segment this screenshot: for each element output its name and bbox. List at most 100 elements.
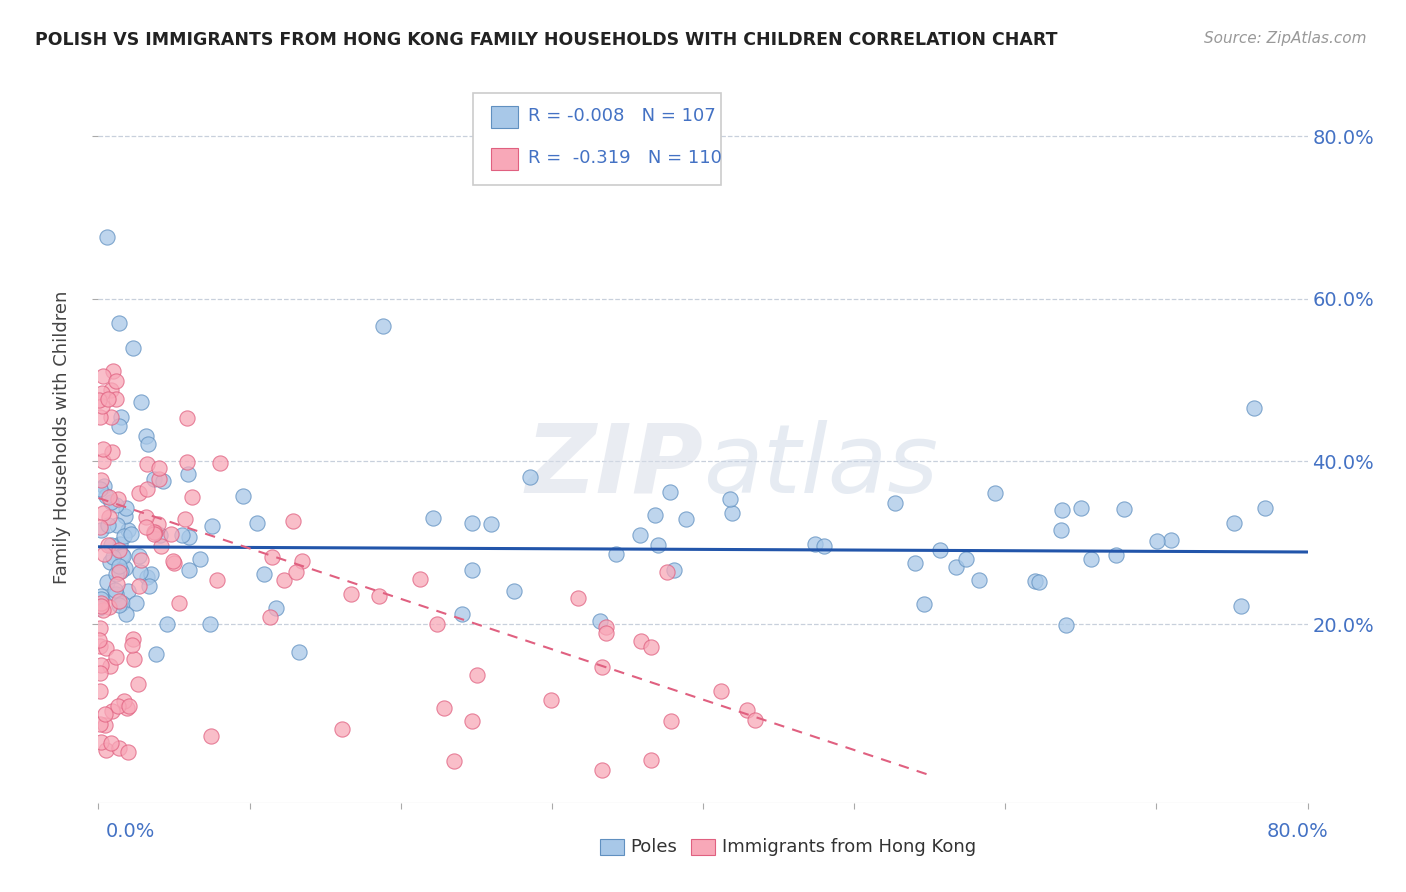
Point	[114, 560, 136, 574]
Point	[1050, 523, 1073, 537]
Point	[640, 640, 662, 654]
Point	[129, 566, 152, 580]
Point	[176, 411, 198, 425]
Point	[136, 457, 159, 471]
Point	[142, 525, 165, 540]
Bar	[492, 106, 517, 128]
Point	[955, 551, 977, 566]
Point	[1028, 574, 1050, 589]
Point	[519, 470, 541, 484]
Point	[200, 729, 222, 743]
Point	[120, 526, 142, 541]
Point	[644, 508, 666, 523]
Point	[89, 519, 111, 533]
Point	[100, 410, 122, 425]
Point	[162, 554, 184, 568]
Point	[118, 698, 141, 713]
Point	[148, 516, 170, 531]
Point	[657, 565, 679, 579]
Point	[149, 539, 172, 553]
Point	[1230, 599, 1253, 613]
Point	[105, 576, 128, 591]
Point	[105, 518, 128, 533]
Point	[148, 461, 170, 475]
Point	[91, 454, 114, 468]
Point	[253, 566, 276, 581]
Point	[117, 583, 139, 598]
Point	[90, 735, 112, 749]
Point	[628, 528, 651, 542]
Point	[339, 586, 361, 600]
Point	[90, 589, 112, 603]
Point	[135, 429, 157, 443]
Point	[929, 543, 952, 558]
Point	[110, 564, 132, 578]
Point	[112, 529, 135, 543]
Y-axis label: Family Households with Children: Family Households with Children	[53, 291, 72, 583]
Point	[461, 563, 484, 577]
Point	[94, 743, 117, 757]
Point	[97, 518, 120, 533]
Point	[91, 385, 114, 400]
Point	[1070, 501, 1092, 516]
Point	[121, 638, 143, 652]
Point	[139, 567, 162, 582]
Point	[647, 538, 669, 552]
Point	[152, 475, 174, 489]
Point	[97, 392, 120, 406]
Point	[105, 374, 128, 388]
Text: Immigrants from Hong Kong: Immigrants from Hong Kong	[723, 838, 977, 855]
Point	[1105, 549, 1128, 563]
Text: POLISH VS IMMIGRANTS FROM HONG KONG FAMILY HOUSEHOLDS WITH CHILDREN CORRELATION : POLISH VS IMMIGRANTS FROM HONG KONG FAMI…	[35, 31, 1057, 49]
Point	[156, 617, 179, 632]
Point	[884, 496, 907, 510]
Point	[675, 512, 697, 526]
Point	[101, 704, 124, 718]
Point	[93, 442, 115, 457]
Point	[148, 472, 170, 486]
Point	[96, 574, 118, 589]
Point	[100, 383, 122, 397]
FancyBboxPatch shape	[474, 94, 721, 185]
Point	[198, 617, 221, 632]
Point	[984, 486, 1007, 500]
Point	[128, 549, 150, 563]
Point	[967, 574, 990, 588]
Point	[167, 596, 190, 610]
Point	[108, 741, 131, 756]
Point	[595, 626, 617, 640]
Point	[105, 649, 128, 664]
Point	[94, 706, 117, 721]
Point	[93, 547, 115, 561]
Point	[174, 512, 197, 526]
Point	[90, 657, 112, 672]
Point	[98, 556, 121, 570]
Point	[595, 619, 617, 633]
Point	[443, 754, 465, 768]
Point	[287, 645, 309, 659]
Point	[813, 539, 835, 553]
Point	[121, 632, 143, 647]
Point	[143, 526, 166, 541]
Point	[422, 511, 444, 525]
Point	[179, 563, 201, 577]
Point	[122, 341, 145, 355]
Text: R = -0.008   N = 107: R = -0.008 N = 107	[527, 107, 716, 125]
Point	[1146, 533, 1168, 548]
Point	[112, 694, 135, 708]
Point	[291, 554, 314, 568]
Point	[104, 582, 127, 597]
Bar	[690, 839, 716, 855]
Point	[122, 652, 145, 666]
Point	[89, 600, 111, 615]
Point	[710, 683, 733, 698]
Point	[177, 467, 200, 482]
Point	[433, 701, 456, 715]
Point	[260, 549, 283, 564]
Point	[285, 565, 308, 579]
Point	[111, 548, 134, 562]
Point	[107, 418, 129, 433]
Point	[96, 229, 118, 244]
Point	[90, 399, 112, 413]
Point	[160, 526, 183, 541]
